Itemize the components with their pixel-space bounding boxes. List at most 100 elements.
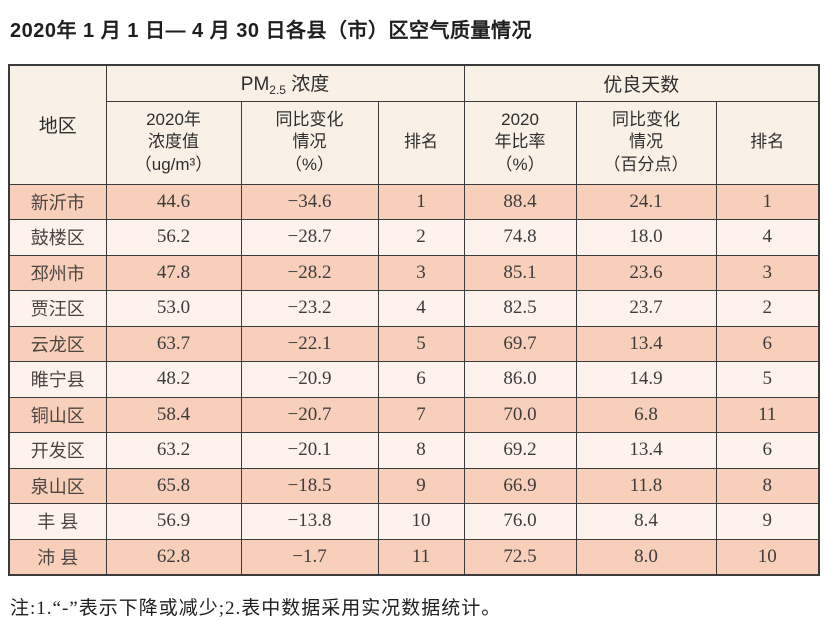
cell-pm-value: 63.2: [105, 432, 242, 469]
cell-pm-change: −20.1: [240, 432, 379, 469]
cell-pm-rank: 2: [377, 219, 465, 256]
cell-region: 新沂市: [8, 183, 107, 220]
header-group-good-days: 优良天数: [463, 64, 820, 102]
cell-region: 丰 县: [8, 503, 107, 540]
table-row: 贾汪区 53.0 −23.2 4 82.5 23.7 2: [8, 290, 820, 327]
cell-pm-value: 56.2: [105, 219, 242, 256]
cell-good-rate: 86.0: [463, 361, 577, 398]
cell-pm-value: 62.8: [105, 538, 242, 575]
cell-good-rate: 85.1: [463, 254, 577, 291]
header-group-row: 地区 PM2.5 浓度 优良天数: [8, 64, 820, 185]
cell-region: 铜山区: [8, 396, 107, 433]
cell-good-rank: 8: [715, 467, 820, 504]
pm-label-rest: 浓度: [285, 74, 330, 96]
table-row: 沛 县 62.8 −1.7 11 72.5 8.0 10: [8, 538, 820, 575]
cell-good-rank: 6: [715, 325, 820, 362]
cell-good-rate: 72.5: [463, 538, 577, 575]
cell-good-rate: 66.9: [463, 467, 577, 504]
cell-pm-value: 63.7: [105, 325, 242, 362]
cell-good-change: 8.4: [575, 503, 717, 540]
subheader-pm-change: 同比变化 情况 （%）: [240, 100, 379, 185]
cell-region: 开发区: [8, 432, 107, 469]
pm-subscript: 2.5: [269, 83, 286, 98]
cell-good-change: 13.4: [575, 432, 717, 469]
cell-good-rank: 10: [715, 538, 820, 575]
cell-good-rank: 9: [715, 503, 820, 540]
cell-good-change: 18.0: [575, 219, 717, 256]
cell-good-rate: 70.0: [463, 396, 577, 433]
cell-good-change: 24.1: [575, 183, 717, 220]
table-row: 邳州市 47.8 −28.2 3 85.1 23.6 3: [8, 254, 820, 291]
cell-region: 邳州市: [8, 254, 107, 291]
cell-region: 贾汪区: [8, 290, 107, 327]
cell-pm-rank: 11: [377, 538, 465, 575]
cell-good-change: 11.8: [575, 467, 717, 504]
cell-good-rank: 3: [715, 254, 820, 291]
cell-pm-change: −28.2: [240, 254, 379, 291]
cell-pm-rank: 1: [377, 183, 465, 220]
cell-pm-change: −20.9: [240, 361, 379, 398]
table-body: 新沂市 44.6 −34.6 1 88.4 24.1 1 鼓楼区 56.2 −2…: [8, 183, 820, 575]
cell-good-change: 13.4: [575, 325, 717, 362]
cell-pm-value: 44.6: [105, 183, 242, 220]
cell-good-rank: 6: [715, 432, 820, 469]
cell-pm-value: 53.0: [105, 290, 242, 327]
table-header: 地区 PM2.5 浓度 优良天数 2020年 浓度值 （ug/m³） 同比变化 …: [8, 64, 820, 185]
cell-good-rate: 76.0: [463, 503, 577, 540]
subheader-good-change: 同比变化 情况 （百分点）: [575, 100, 717, 185]
cell-pm-rank: 3: [377, 254, 465, 291]
cell-good-rank: 2: [715, 290, 820, 327]
cell-pm-rank: 6: [377, 361, 465, 398]
subheader-good-rate: 2020 年比率 （%）: [463, 100, 577, 185]
cell-pm-change: −28.7: [240, 219, 379, 256]
cell-pm-value: 48.2: [105, 361, 242, 398]
subheader-pm-value: 2020年 浓度值 （ug/m³）: [105, 100, 242, 185]
pm-label: PM: [240, 74, 270, 96]
table-row: 新沂市 44.6 −34.6 1 88.4 24.1 1: [8, 183, 820, 220]
table-row: 开发区 63.2 −20.1 8 69.2 13.4 6: [8, 432, 820, 469]
cell-pm-rank: 4: [377, 290, 465, 327]
cell-region: 云龙区: [8, 325, 107, 362]
cell-pm-value: 65.8: [105, 467, 242, 504]
cell-good-rate: 69.7: [463, 325, 577, 362]
page-title: 2020年 1 月 1 日— 4 月 30 日各县（市）区空气质量情况: [10, 20, 533, 42]
cell-good-change: 23.6: [575, 254, 717, 291]
footnote: 注:1.“-”表示下降或减少;2.表中数据采用实况数据统计。: [10, 597, 502, 619]
cell-pm-rank: 7: [377, 396, 465, 433]
cell-region: 泉山区: [8, 467, 107, 504]
cell-good-change: 23.7: [575, 290, 717, 327]
table-row: 睢宁县 48.2 −20.9 6 86.0 14.9 5: [8, 361, 820, 398]
cell-pm-change: −22.1: [240, 325, 379, 362]
cell-pm-rank: 9: [377, 467, 465, 504]
header-group-pm25: PM2.5 浓度: [105, 64, 465, 102]
cell-good-rate: 74.8: [463, 219, 577, 256]
cell-good-rank: 4: [715, 219, 820, 256]
cell-region: 睢宁县: [8, 361, 107, 398]
cell-good-change: 6.8: [575, 396, 717, 433]
cell-region: 鼓楼区: [8, 219, 107, 256]
cell-pm-value: 56.9: [105, 503, 242, 540]
table-row: 泉山区 65.8 −18.5 9 66.9 11.8 8: [8, 467, 820, 504]
cell-pm-change: −23.2: [240, 290, 379, 327]
header-sub-row: 2020年 浓度值 （ug/m³） 同比变化 情况 （%） 排名 2020 年比…: [9, 100, 820, 185]
cell-pm-change: −1.7: [240, 538, 379, 575]
table-row: 铜山区 58.4 −20.7 7 70.0 6.8 11: [8, 396, 820, 433]
cell-pm-rank: 8: [377, 432, 465, 469]
cell-pm-change: −34.6: [240, 183, 379, 220]
cell-good-change: 8.0: [575, 538, 717, 575]
table-row: 鼓楼区 56.2 −28.7 2 74.8 18.0 4: [8, 219, 820, 256]
cell-pm-change: −18.5: [240, 467, 379, 504]
cell-pm-value: 58.4: [105, 396, 242, 433]
cell-pm-change: −20.7: [240, 396, 379, 433]
header-region: 地区: [8, 64, 107, 185]
cell-good-rank: 11: [715, 396, 820, 433]
cell-good-change: 14.9: [575, 361, 717, 398]
cell-good-rate: 88.4: [463, 183, 577, 220]
cell-good-rank: 1: [715, 183, 820, 220]
cell-good-rate: 82.5: [463, 290, 577, 327]
cell-pm-rank: 10: [377, 503, 465, 540]
cell-pm-rank: 5: [377, 325, 465, 362]
cell-pm-value: 47.8: [105, 254, 242, 291]
table-row: 丰 县 56.9 −13.8 10 76.0 8.4 9: [8, 503, 820, 540]
